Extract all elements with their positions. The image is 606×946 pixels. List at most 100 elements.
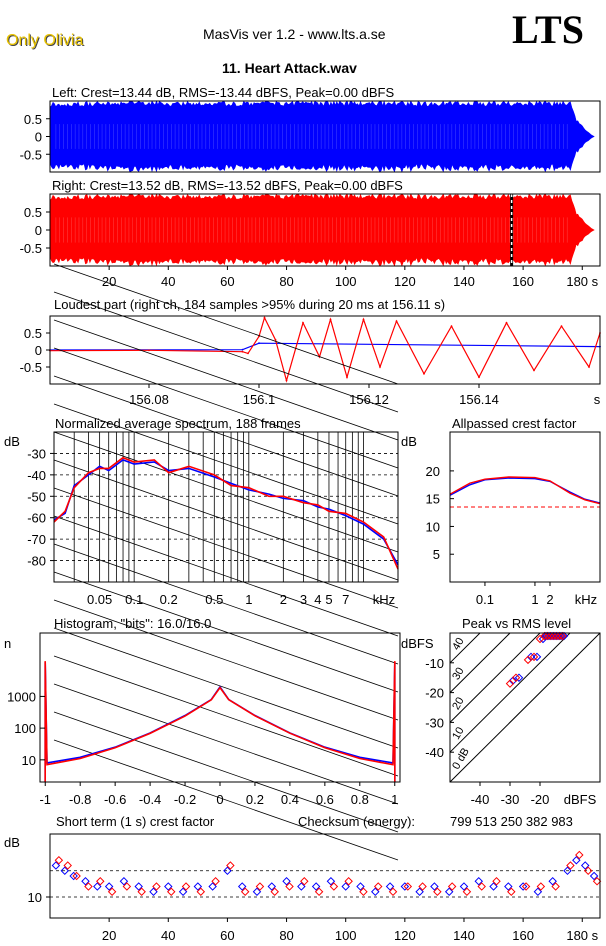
- peakrms-point-left: [559, 631, 569, 641]
- loudest-point-right: [505, 321, 508, 324]
- stcrest-xtick-label: 120: [394, 928, 416, 943]
- right_waveform-xtick-label: 80: [279, 274, 293, 289]
- stcrest-point-left: [237, 882, 247, 891]
- stcrest-point-right: [96, 877, 105, 886]
- right_waveform-xtick-label: 160: [512, 274, 534, 289]
- stcrest-xtick-label: 60: [220, 928, 234, 943]
- histogram-xtick-label: 0.2: [246, 792, 264, 807]
- peakrms-frame: [449, 632, 601, 783]
- left_waveform-ytick-label: 0.5: [24, 112, 42, 127]
- stcrest-xtick-label: 140: [453, 928, 475, 943]
- right_waveform-xtick-label: 140: [453, 274, 475, 289]
- right_waveform-title: Right: Crest=13.52 dB, RMS=-13.52 dBFS, …: [52, 178, 403, 193]
- stcrest-xtick-label: 80: [279, 928, 293, 943]
- histogram-ytick-label: 1000: [7, 689, 36, 704]
- spectrum-slope-line: [53, 487, 399, 609]
- spectrum-frame: [53, 431, 399, 583]
- stcrest-point-right: [137, 887, 146, 896]
- stcrest-xtick-label: 20: [102, 928, 116, 943]
- right_waveform-xtick-label: 180 s: [566, 274, 598, 289]
- spectrum-ytick-label: -60: [27, 511, 46, 526]
- peakrms-xtick-label: dBFS: [564, 792, 597, 807]
- stcrest-point-left: [60, 866, 70, 875]
- stcrest-point-left: [223, 866, 232, 875]
- spectrum-xtick-label: 2: [280, 592, 287, 607]
- peakrms-point-right: [529, 652, 539, 662]
- stcrest-point-right: [507, 887, 516, 896]
- allpassed-series-right: [449, 476, 601, 505]
- spectrum-slope-line: [53, 319, 399, 441]
- stcrest-point-right: [84, 882, 93, 891]
- allpassed-ytick-label: 5: [433, 547, 440, 562]
- stcrest-point-right: [551, 882, 560, 891]
- spectrum-xtick-label: 5: [325, 592, 332, 607]
- peakrms-ylabel: dBFS: [401, 636, 434, 651]
- spectrum-ytick-label: -40: [27, 468, 46, 483]
- loudest-point-right: [560, 325, 563, 328]
- spectrum-ylabel: dB: [4, 434, 20, 449]
- stcrest-point-right: [359, 887, 368, 896]
- histogram-series-right: [44, 661, 396, 782]
- loudest-xtick-label: 156.14: [459, 392, 499, 407]
- histogram-frame: [39, 632, 401, 783]
- stcrest-point-left: [533, 887, 543, 896]
- spectrum-slope-line: [53, 571, 399, 693]
- loudest-series-right: [49, 316, 601, 383]
- lts-logo: LTS: [512, 7, 584, 52]
- stcrest-frame: [49, 833, 601, 919]
- stcrest-point-right: [196, 887, 206, 896]
- loudest-point-right: [285, 379, 288, 382]
- stcrest-point-right: [181, 882, 191, 891]
- spectrum-slope-line: [53, 543, 399, 665]
- stcrest-point-right: [63, 861, 72, 870]
- stcrest-point-right: [255, 882, 265, 891]
- allpassed-ytick-label: 20: [426, 464, 440, 479]
- allpassed-title: Allpassed crest factor: [452, 416, 577, 431]
- loudest-point-right: [274, 338, 277, 341]
- stcrest-point-left: [164, 882, 173, 891]
- stcrest-point-left: [134, 882, 143, 891]
- peakrms-crest-label: 20: [450, 695, 467, 712]
- stcrest-point-right: [166, 887, 176, 896]
- stcrest-point-right: [388, 887, 398, 896]
- stcrest-point-left: [193, 882, 203, 891]
- spectrum-slope-line: [53, 403, 399, 525]
- peakrms-crest-line: [449, 632, 511, 693]
- loudest-point-right: [478, 376, 480, 379]
- stcrest-point-left: [282, 877, 291, 886]
- loudest-xtick-label: 156.1: [243, 392, 276, 407]
- peakrms-xtick-label: -40: [471, 792, 490, 807]
- peakrms-crest-label: 10: [450, 725, 467, 742]
- stcrest-point-right: [433, 887, 442, 896]
- stcrest-point-left: [149, 887, 158, 896]
- peakrms-point-right: [511, 673, 521, 682]
- loudest-point-right: [329, 318, 332, 321]
- spectrum-slope-line: [53, 431, 399, 553]
- stcrest-point-left: [252, 887, 262, 896]
- stcrest-point-right: [329, 882, 339, 891]
- stcrest-point-right: [300, 877, 309, 886]
- stcrest-point-left: [311, 882, 321, 891]
- peakrms-point-right: [558, 631, 567, 641]
- stcrest-point-left: [563, 866, 572, 875]
- spectrum-xtick-label: 1: [245, 592, 252, 607]
- spectrum-slope-line: [53, 683, 399, 805]
- stcrest-point-left: [504, 882, 513, 891]
- spectrum-slope-line: [53, 515, 399, 637]
- right_waveform-ytick-label: -0.5: [20, 241, 42, 256]
- track-title: 11. Heart Attack.wav: [222, 60, 357, 76]
- left_waveform-waveform: [49, 100, 595, 173]
- stcrest-point-left: [104, 882, 114, 891]
- right_waveform-xtick-label: 60: [220, 274, 234, 289]
- spectrum-xtick-label: 7: [342, 592, 349, 607]
- stcrest-point-right: [566, 861, 575, 870]
- stcrest-point-left: [356, 882, 365, 891]
- allpassed-frame: [449, 431, 601, 583]
- loudest-point-right: [302, 321, 304, 324]
- histogram-xtick-label: 0.6: [316, 792, 334, 807]
- spectrum-title: Normalized average spectrum, 188 frames: [55, 416, 301, 431]
- stcrest-point-right: [592, 877, 602, 886]
- loudest-point-right: [263, 316, 266, 319]
- stcrest-point-left: [326, 877, 336, 886]
